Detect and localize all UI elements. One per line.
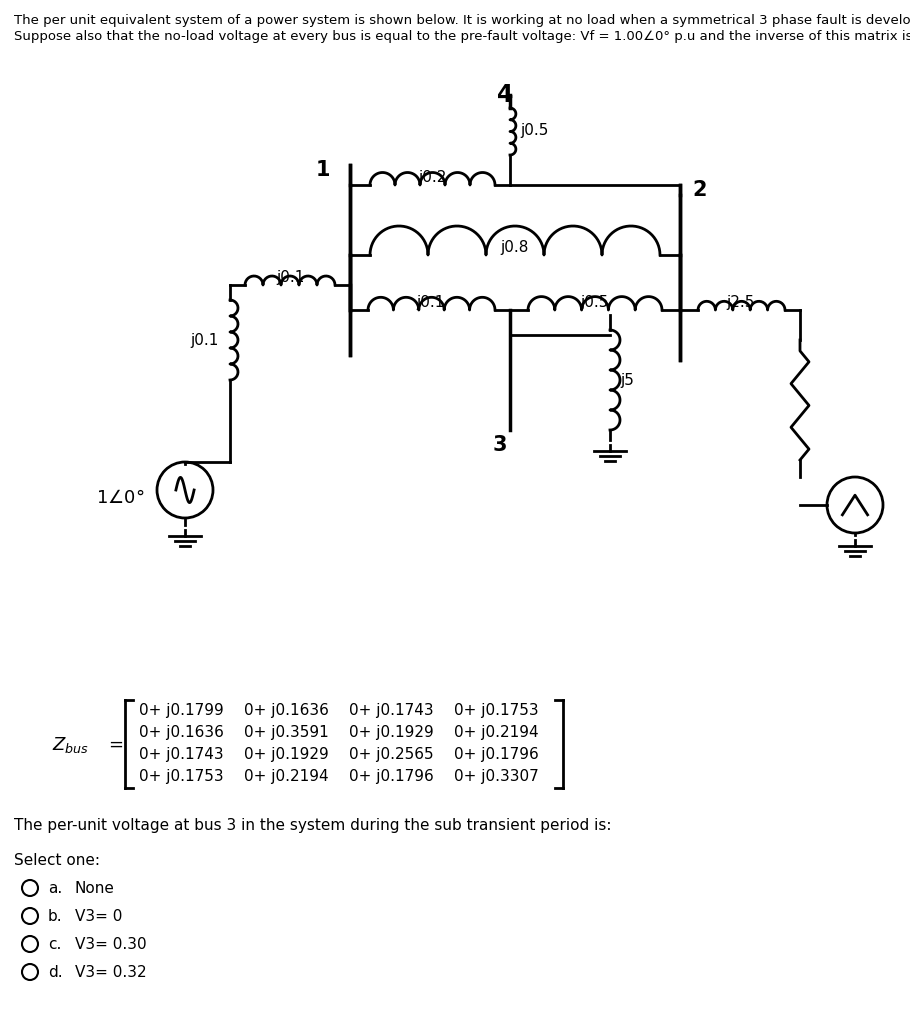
Text: j0.8: j0.8 [501, 240, 530, 255]
Text: 1: 1 [316, 160, 330, 180]
Text: 0+ j0.1636: 0+ j0.1636 [244, 703, 329, 719]
Text: 0+ j0.1753: 0+ j0.1753 [139, 769, 224, 784]
Text: 0+ j0.2565: 0+ j0.2565 [349, 748, 434, 763]
Text: j0.5: j0.5 [581, 295, 609, 310]
Text: 0+ j0.1929: 0+ j0.1929 [349, 725, 434, 740]
Text: 0+ j0.2194: 0+ j0.2194 [244, 769, 329, 784]
Text: j5: j5 [620, 373, 634, 387]
Text: j0.1: j0.1 [416, 295, 444, 310]
Text: 0+ j0.3307: 0+ j0.3307 [454, 769, 539, 784]
Text: a.: a. [48, 881, 62, 896]
Text: Select one:: Select one: [14, 853, 100, 868]
Text: The per-unit voltage at bus 3 in the system during the sub transient period is:: The per-unit voltage at bus 3 in the sys… [14, 818, 612, 833]
Text: $Z_{bus}$: $Z_{bus}$ [52, 735, 89, 755]
Text: 0+ j0.1743: 0+ j0.1743 [349, 703, 434, 719]
Text: =: = [108, 736, 123, 754]
Text: 0+ j0.2194: 0+ j0.2194 [454, 725, 539, 740]
Text: j0.2: j0.2 [418, 170, 446, 185]
Text: 0+ j0.1929: 0+ j0.1929 [244, 748, 329, 763]
Text: b.: b. [48, 909, 63, 924]
Text: The per unit equivalent system of a power system is shown below. It is working a: The per unit equivalent system of a powe… [14, 14, 910, 27]
Text: j0.1: j0.1 [190, 333, 218, 347]
Text: V3= 0.32: V3= 0.32 [75, 965, 147, 980]
Text: None: None [75, 881, 115, 896]
Text: V3= 0: V3= 0 [75, 909, 122, 924]
Text: j2.5: j2.5 [727, 295, 755, 310]
Text: j0.1: j0.1 [276, 270, 304, 285]
Text: Suppose also that the no-load voltage at every bus is equal to the pre-fault vol: Suppose also that the no-load voltage at… [14, 30, 910, 43]
Text: 1$\angle$0°: 1$\angle$0° [96, 489, 144, 507]
Text: 0+ j0.1753: 0+ j0.1753 [454, 703, 539, 719]
Text: c.: c. [48, 937, 61, 952]
Text: 0+ j0.1796: 0+ j0.1796 [349, 769, 434, 784]
Text: 0+ j0.1799: 0+ j0.1799 [139, 703, 224, 719]
Text: j0.5: j0.5 [520, 124, 549, 138]
Text: d.: d. [48, 965, 63, 980]
Text: 0+ j0.1743: 0+ j0.1743 [139, 748, 224, 763]
Text: 0+ j0.3591: 0+ j0.3591 [244, 725, 329, 740]
Text: 0+ j0.1636: 0+ j0.1636 [139, 725, 224, 740]
Text: 4: 4 [497, 83, 513, 106]
Text: 3: 3 [492, 435, 507, 455]
Text: V3= 0.30: V3= 0.30 [75, 937, 147, 952]
Text: 2: 2 [692, 180, 706, 200]
Text: 0+ j0.1796: 0+ j0.1796 [454, 748, 539, 763]
